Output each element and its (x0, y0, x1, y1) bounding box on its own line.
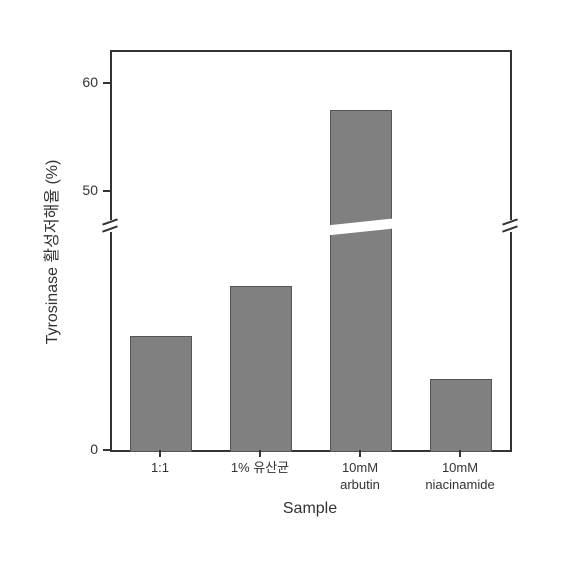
ytick-mark (103, 449, 110, 451)
bar (130, 336, 192, 452)
xtick-label: 10mMniacinamide (410, 460, 510, 494)
xtick-mark (359, 450, 361, 457)
xtick-label: 1:1 (110, 460, 210, 477)
axis-break-right (502, 220, 518, 232)
axis-break-left (102, 220, 118, 232)
ytick-mark (103, 190, 110, 192)
xtick-label: 10mMarbutin (310, 460, 410, 494)
ytick-label: 0 (68, 441, 98, 457)
xtick-mark (459, 450, 461, 457)
y-axis-label: Tyrosinase 활성저해율 (%) (38, 142, 62, 362)
x-axis-label: Sample (110, 500, 510, 518)
xtick-mark (259, 450, 261, 457)
bar (230, 286, 292, 452)
plot-border-top (110, 50, 510, 52)
chart-container: 0 50 60 1:11% 유산균10mMarbutin10mMniacinamid… (20, 20, 553, 548)
bar (330, 110, 392, 452)
bar (430, 379, 492, 452)
xtick-mark (159, 450, 161, 457)
plot-border-right (510, 50, 512, 450)
xtick-label: 1% 유산균 (210, 460, 310, 477)
ytick-mark (103, 82, 110, 84)
ytick-label: 50 (68, 182, 98, 198)
ytick-label: 60 (68, 74, 98, 90)
